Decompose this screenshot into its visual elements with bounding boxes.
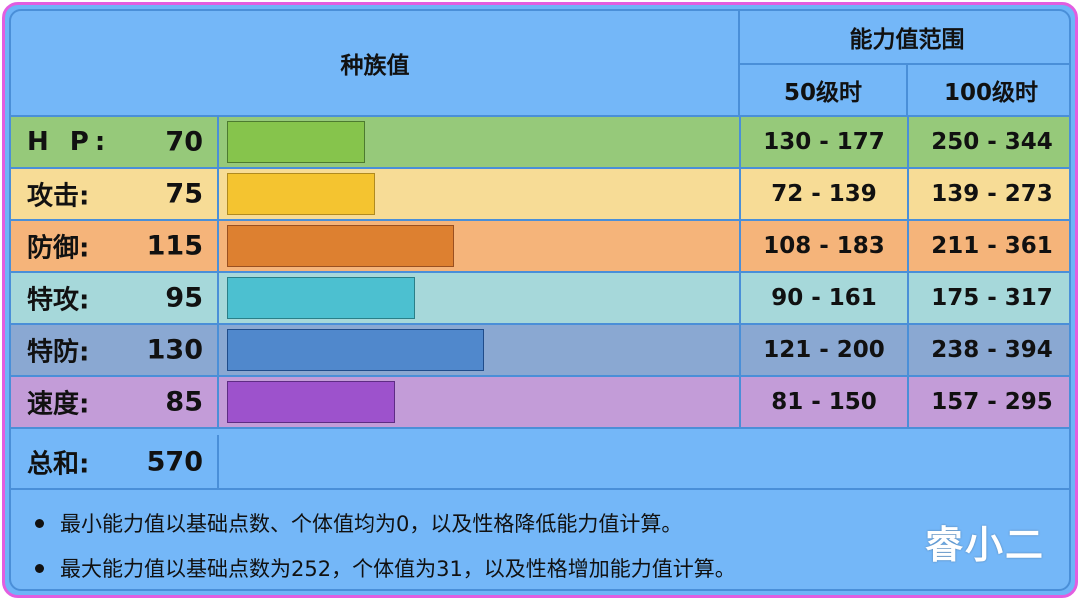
stat-bar-cell: [221, 325, 737, 375]
stat-label-cell: 防御: 115: [11, 221, 219, 271]
stat-label: H P:: [27, 127, 112, 157]
stat-bar: [227, 381, 395, 423]
range-lv100: 175 - 317: [907, 273, 1069, 323]
stat-row: 防御: 115 108 - 183 211 - 361: [11, 221, 1069, 271]
row-divider: [11, 167, 1069, 169]
range-lv100: 238 - 394: [907, 325, 1069, 375]
total-value: 570: [146, 446, 203, 477]
range-lv50: 108 - 183: [739, 221, 907, 271]
stats-table: 种族值 能力值范围 50级时 100级时 H P: 70 130 - 177 250 …: [9, 9, 1071, 591]
total-divider: [11, 488, 1069, 490]
range-lv50: 90 - 161: [739, 273, 907, 323]
row-divider: [11, 375, 1069, 377]
row-divider: [11, 323, 1069, 325]
stat-bar-cell: [221, 221, 737, 271]
stat-bar-cell: [221, 169, 737, 219]
stat-row: 特攻: 95 90 - 161 175 - 317: [11, 273, 1069, 323]
range-lv50: 81 - 150: [739, 377, 907, 427]
range-lv50: 72 - 139: [739, 169, 907, 219]
stat-bar-cell: [221, 273, 737, 323]
stat-label: 特攻:: [27, 285, 90, 316]
range-lv100: 211 - 361: [907, 221, 1069, 271]
stat-value: 95: [165, 282, 203, 314]
stat-bar: [227, 121, 365, 163]
range-lv100: 157 - 295: [907, 377, 1069, 427]
lv50-header: 50级时: [783, 80, 862, 106]
note-min: 最小能力值以基础点数、个体值均为0，以及性格降低能力值计算。: [35, 508, 682, 538]
stat-value: 75: [165, 178, 203, 210]
stat-label-cell: H P: 70: [11, 117, 219, 167]
header-divider-v2: [906, 63, 908, 115]
stat-bar-cell: [221, 377, 737, 427]
stat-label: 防御:: [27, 233, 90, 264]
base-stats-header: 种族值: [340, 53, 410, 79]
range-header: 能力值范围: [849, 27, 965, 53]
stat-label-cell: 特防: 130: [11, 325, 219, 375]
stat-value: 85: [165, 386, 203, 418]
stat-row: 速度: 85 81 - 150 157 - 295: [11, 377, 1069, 427]
stat-value: 130: [146, 334, 203, 366]
bullet-icon: [35, 518, 44, 528]
stat-label: 特防:: [27, 337, 90, 368]
stat-bar: [227, 225, 454, 267]
note-min-text: 最小能力值以基础点数、个体值均为0，以及性格降低能力值计算。: [60, 512, 683, 536]
row-divider: [11, 427, 1069, 429]
stat-row: H P: 70 130 - 177 250 - 344: [11, 117, 1069, 167]
lv100-header: 100级时: [943, 80, 1038, 106]
range-lv100: 139 - 273: [907, 169, 1069, 219]
total-row: 总和: 570: [11, 435, 1069, 488]
stat-row: 攻击: 75 72 - 139 139 - 273: [11, 169, 1069, 219]
stat-bar: [227, 277, 415, 319]
bullet-icon: [35, 563, 44, 573]
stat-label: 速度:: [27, 389, 90, 420]
stat-row: 特防: 130 121 - 200 238 - 394: [11, 325, 1069, 375]
header-divider-h2: [11, 115, 1069, 117]
stat-value: 70: [165, 126, 203, 158]
range-lv50: 121 - 200: [739, 325, 907, 375]
stats-panel-frame: 种族值 能力值范围 50级时 100级时 H P: 70 130 - 177 250 …: [2, 2, 1078, 598]
stat-bar: [227, 173, 375, 215]
total-label: 总和:: [27, 449, 90, 479]
note-max-text: 最大能力值以基础点数为252，个体值为31，以及性格增加能力值计算。: [60, 557, 736, 581]
stat-label: 攻击:: [27, 181, 90, 212]
stat-label-cell: 特攻: 95: [11, 273, 219, 323]
range-lv50: 130 - 177: [739, 117, 907, 167]
stat-bar-cell: [221, 117, 737, 167]
header-divider-h1: [739, 63, 1069, 65]
note-max: 最大能力值以基础点数为252，个体值为31，以及性格增加能力值计算。: [35, 553, 736, 583]
total-label-cell: 总和: 570: [11, 435, 219, 488]
row-divider: [11, 271, 1069, 273]
range-lv100: 250 - 344: [907, 117, 1069, 167]
row-divider: [11, 219, 1069, 221]
stat-value: 115: [146, 230, 203, 262]
stat-label-cell: 速度: 85: [11, 377, 219, 427]
watermark: 睿小二: [924, 523, 1045, 567]
stat-label-cell: 攻击: 75: [11, 169, 219, 219]
stat-bar: [227, 329, 484, 371]
